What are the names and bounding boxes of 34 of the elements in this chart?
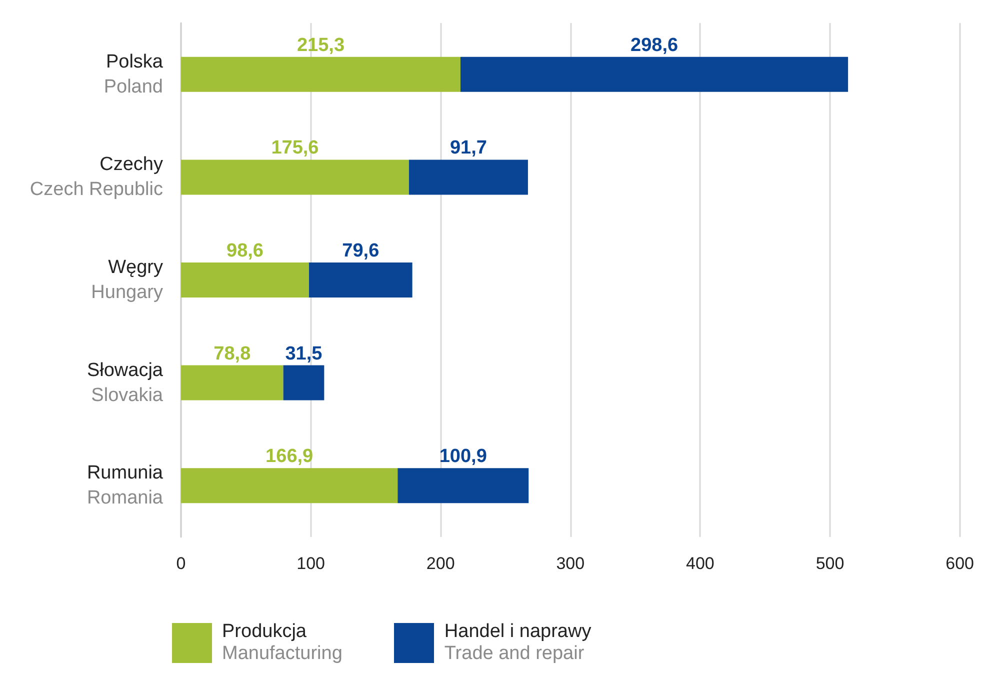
x-tick-label: 400	[686, 554, 714, 573]
data-label: 78,8	[214, 343, 251, 364]
y-tick-label: Rumunia Romania	[86, 462, 164, 509]
bar	[181, 160, 409, 195]
legend-label: Handel i naprawy Trade and repair	[444, 621, 592, 665]
data-label: 98,6	[226, 240, 264, 262]
x-tick-label: 100	[296, 554, 325, 573]
x-tick-label: 300	[556, 554, 585, 573]
bar	[308, 262, 412, 298]
data-label: 79,6	[342, 240, 380, 262]
y-tick-label: Polska Poland	[104, 51, 164, 98]
bar	[408, 160, 528, 195]
x-tick-label: 500	[816, 554, 844, 573]
data-label: 100,9	[439, 446, 487, 468]
bar	[460, 56, 848, 92]
y-tick-label: Słowacja Slovakia	[86, 360, 164, 406]
data-label: 298,6	[630, 34, 678, 56]
x-tick-label: 200	[426, 554, 455, 573]
y-tick-label: Węgry Hungary	[91, 257, 164, 303]
data-label: 91,7	[450, 138, 487, 159]
data-label: 166,9	[266, 446, 314, 468]
x-tick-label: 0	[176, 554, 186, 573]
bar	[283, 365, 324, 400]
bar	[181, 468, 398, 504]
bar	[181, 56, 460, 92]
legend-label: Produkcja Manufacturing	[222, 621, 342, 665]
data-label: 215,3	[296, 34, 345, 56]
x-tick-label: 600	[946, 554, 974, 573]
data-label: 31,5	[285, 343, 323, 364]
data-label: 175,6	[271, 138, 319, 159]
bar	[398, 468, 529, 504]
bar	[181, 365, 284, 400]
y-tick-label: Czechy Czech Republic	[30, 154, 164, 200]
bar	[181, 262, 309, 298]
